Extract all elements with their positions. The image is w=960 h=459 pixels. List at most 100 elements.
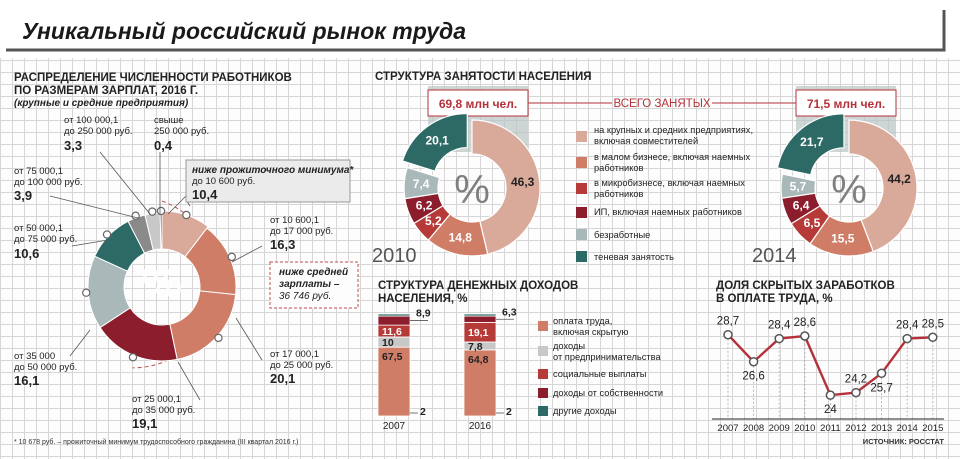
income-year-2007: 2007 [383,421,406,432]
wages-slice-3-value: 19,1 [132,416,157,431]
income-legend-swatch-wages [538,321,548,331]
legend-ip: ИП, включая наемных работников [594,207,742,217]
employment-2014-segment-group-0 [848,119,918,253]
wages-slice-6-value: 3,9 [14,188,32,203]
hidden-point-2011 [825,390,836,400]
income-year-2016: 2016 [469,421,492,432]
wages-slice-6-marker [131,211,140,220]
wages-slice-5-marker [102,230,112,239]
income-legend-swatch-social [538,369,548,379]
income-label-2007-4: 2 [420,406,426,418]
wages-slice-5-range-2: до 75 000 руб. [14,234,77,245]
wages-slice-7-value: 3,3 [64,138,82,153]
income-legend-other: другие доходы [553,406,617,416]
wages-title-line-2: ПО РАЗМЕРАМ ЗАРПЛАТ, 2016 Г. [14,85,198,97]
wages-slice-8-marker [156,206,166,216]
hidden-title-line-1: ДОЛЯ СКРЫТЫХ ЗАРАБОТКОВ [716,280,895,292]
employment-legend: на крупных и средних предприятиях, включ… [576,125,753,262]
wages-slice-4-range-2: до 50 000 руб. [14,362,77,373]
hidden-point-2013 [876,368,887,379]
income-legend-business-1: доходы [553,341,585,351]
income-legend-property: доходы от собственности [553,388,663,398]
hidden-point-2009 [774,333,784,344]
employment-2010-label-5: 20,1 [425,133,449,147]
hidden-point-2012 [851,387,861,398]
hidden-point-2008 [748,356,759,367]
average-wage-line-3: 36 746 руб. [279,290,331,302]
income-legend: оплата труда, включая скрытую доходы от … [538,316,663,416]
employment-2010-segment-5 [401,112,468,172]
income-label-2007-3: 8,9 [416,308,431,320]
wages-slice-4-marker [82,288,91,297]
wages-slice-2-range-1: от 17 000,1 [270,349,319,360]
legend-large-enterprises-1: на крупных и средних предприятиях, [594,125,753,135]
income-legend-swatch-property [538,388,548,398]
income-legend-wages-2: включая скрытую [553,327,629,337]
income-bar-2016-seg-0 [463,349,497,417]
wages-leader-3 [177,361,201,401]
employment-2010-year: 2010 [372,245,417,267]
wages-leader-1 [231,245,263,263]
wages-slice-3-range-2: до 35 000 руб. [132,405,195,416]
wages-slice-6-range-2: до 100 000 руб. [14,177,83,188]
employment-2010-segment-group-4 [403,166,441,200]
employment-2010-center-percent: % [454,168,490,212]
hidden-label-2012: 24,2 [845,374,867,386]
hidden-x-2010: 2010 [794,423,815,434]
footnote: * 10 678 руб. – прожиточный минимум труд… [14,438,298,446]
legend-small-business-1: в малом бизнесе, включая наемных [594,152,750,162]
legend-micro-business-2: работников [594,189,644,199]
wages-slice-7-range-2: до 250 000 руб. [64,126,133,137]
wages-slice-8 [159,212,163,250]
employment-2014-label-3: 6,4 [793,199,810,213]
wages-title-line-1: РАСПРЕДЕЛЕНИЕ ЧИСЛЕННОСТИ РАБОТНИКОВ [14,72,292,84]
employment-2010-segment-group-0 [471,119,541,255]
hidden-x-2013: 2013 [871,423,892,434]
hidden-series-line [727,333,933,397]
wages-slice-4-range-1: от 35 000 [14,351,55,362]
wages-slice-0-value: 10,4 [192,187,218,202]
employment-2010-segment-group-5 [401,112,468,172]
income-label-2016-2: 19,1 [468,327,489,339]
employment-2014-label-5: 21,7 [800,135,824,149]
employment-2010-total: 69,8 млн чел. [439,97,517,111]
employment-2010-label-3: 6,2 [416,199,433,213]
income-title-line-1: СТРУКТУРА ДЕНЕЖНЫХ ДОХОДОВ [378,280,578,292]
hidden-x-2012: 2012 [845,423,866,434]
employment-2014-label-2: 6,5 [804,216,821,230]
wages-slice-8-range-1: свыше [154,115,184,126]
employment-2014-label-1: 15,5 [831,232,855,246]
income-bar-2007-seg-3 [377,315,411,326]
employment-2010-label-1: 14,8 [449,231,473,245]
hidden-label-2011: 24 [824,404,837,416]
wages-leader-6 [49,195,139,219]
employment-2010-total-box [427,89,529,117]
employment-2010-segment-0 [471,119,541,255]
hidden-label-2010: 28,6 [794,317,816,329]
income-legend-swatch-business [538,346,548,356]
employment-title: СТРУКТУРА ЗАНЯТОСТИ НАСЕЛЕНИЯ [375,71,592,83]
average-wage-line-2: зарплаты – [279,279,340,290]
wages-slice-3-range-1: от 25 000,1 [132,394,181,405]
income-bar-2016-seg-4 [463,313,497,317]
hidden-label-2015: 28,5 [922,318,944,330]
source: ИСТОЧНИК: РОССТАТ [863,437,945,446]
employment-2010-label-4: 7,4 [413,177,430,191]
wages-slice-7-marker [148,207,157,216]
hidden-label-2014: 28,4 [896,320,919,332]
wages-slice-1-value: 16,3 [270,237,295,252]
income-legend-wages-1: оплата труда, [553,316,612,326]
wages-slice-1-marker [227,252,236,262]
wages-labels: ниже прожиточного минимума* до 10 600 ру… [14,115,359,431]
income-label-2007-0: 67,5 [382,351,403,363]
income-legend-social: социальные выплаты [553,369,647,379]
employment-2014-segment-group-4 [780,173,817,199]
hidden-x-2008: 2008 [743,423,764,434]
wages-slice-1-range-2: до 17 000 руб. [270,226,333,237]
average-wage-line-1: ниже средней [279,267,348,278]
wages-center-percent: % [142,256,183,308]
hidden-point-2014 [902,333,912,344]
wages-slice-6-range-1: от 75 000,1 [14,166,63,177]
employment-2014-segment-4 [780,173,817,199]
